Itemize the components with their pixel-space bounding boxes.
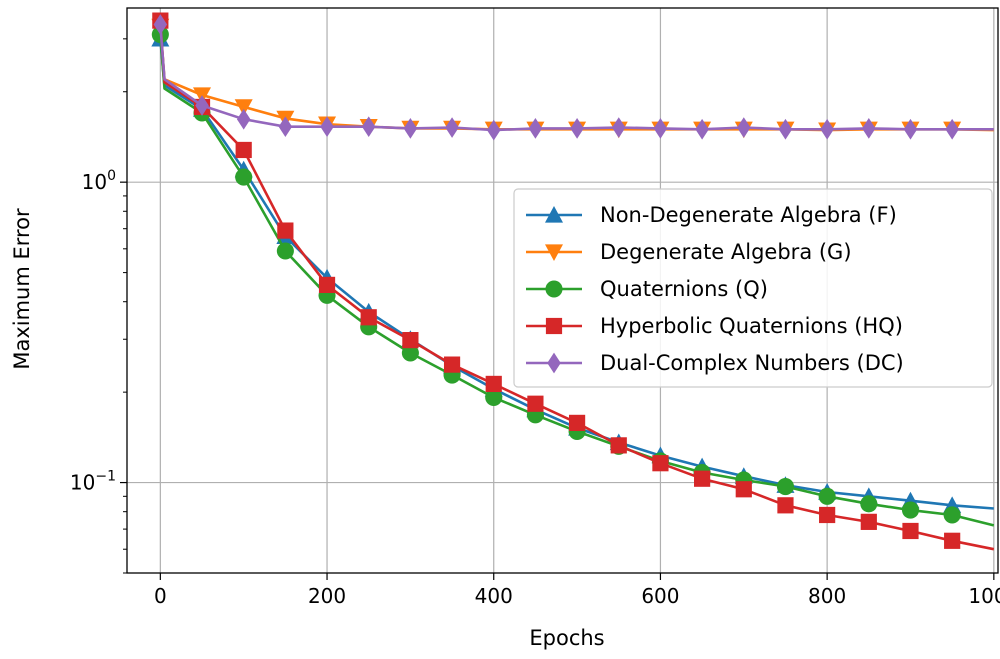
series-point: [153, 14, 168, 35]
series-point: [901, 501, 920, 519]
y-axis-title: Maximum Error: [10, 208, 34, 370]
series-point: [652, 455, 669, 472]
series-point: [235, 168, 253, 186]
series-point: [735, 481, 752, 498]
series-point: [234, 99, 253, 116]
series-point: [278, 116, 293, 138]
series-point: [612, 117, 626, 138]
series-point: [944, 532, 961, 549]
x-tick-label: 0: [154, 584, 167, 608]
series-point: [547, 352, 561, 374]
series-square: [152, 12, 995, 551]
series-point: [945, 118, 959, 140]
x-tick-label: 600: [641, 584, 679, 608]
legend-label: Degenerate Algebra (G): [600, 240, 852, 264]
series-point: [528, 118, 543, 139]
series-point: [777, 497, 794, 514]
series-point: [860, 513, 877, 530]
series-point: [545, 317, 563, 335]
legend-label: Non-Degenerate Algebra (F): [600, 203, 897, 227]
series-point: [860, 495, 878, 513]
series-point: [819, 506, 836, 524]
series-point: [776, 477, 795, 496]
series-point: [403, 118, 418, 139]
series-point: [320, 116, 334, 138]
legend-label: Hyperbolic Quaternions (HQ): [600, 314, 903, 338]
x-tick-label: 200: [308, 584, 346, 608]
series-point: [527, 395, 544, 412]
x-tick-label: 800: [808, 584, 846, 608]
series-point: [485, 388, 503, 407]
x-tick-label: 1000: [968, 584, 1000, 608]
series-point: [360, 309, 377, 326]
series-point: [778, 118, 793, 140]
series-group: [151, 12, 995, 551]
series-point: [276, 242, 294, 260]
series-point: [943, 506, 961, 524]
series-point: [694, 470, 711, 487]
series-point: [195, 95, 209, 116]
series-point: [570, 118, 584, 139]
series-point: [445, 117, 459, 138]
series-point: [862, 118, 876, 139]
series-point: [545, 244, 563, 261]
legend-box: [513, 188, 993, 388]
series-line: [159, 38, 994, 510]
legend-label: Dual-Complex Numbers (DC): [600, 351, 904, 375]
series-point: [235, 141, 252, 159]
series-point: [486, 119, 501, 141]
x-tick-label: 400: [475, 584, 513, 608]
legend-label: Quaternions (Q): [600, 277, 768, 301]
series-line: [159, 34, 995, 527]
series-point: [236, 108, 251, 130]
x-axis-title: Epochs: [529, 626, 604, 650]
series-point: [545, 206, 563, 223]
y-tick-label: 10−1: [70, 469, 116, 495]
series-diamond: [153, 14, 994, 141]
series-point: [903, 118, 918, 140]
series-point: [695, 118, 709, 140]
series-point: [401, 344, 419, 362]
series-point: [485, 375, 502, 393]
y-tick-label: 100: [82, 168, 116, 194]
series-point: [818, 487, 836, 505]
series-point: [610, 437, 627, 454]
series-point: [737, 117, 751, 138]
legend: Non-Degenerate Algebra (F) Degenerate Alg…: [513, 188, 993, 388]
plot-frame: [126, 7, 999, 574]
series-point: [277, 222, 294, 239]
series-point: [902, 522, 919, 540]
series-point: [568, 414, 586, 431]
series-line: [159, 24, 994, 132]
axes: 0 200 400 600 800 1000 100 10−1: [70, 38, 1000, 608]
series-point: [361, 116, 376, 138]
series-point: [653, 118, 668, 139]
series-point: [318, 276, 336, 294]
series-point: [402, 332, 419, 349]
series-point: [443, 356, 461, 373]
series-line: [159, 20, 995, 551]
series-point: [545, 280, 563, 298]
series-point: [820, 118, 834, 140]
